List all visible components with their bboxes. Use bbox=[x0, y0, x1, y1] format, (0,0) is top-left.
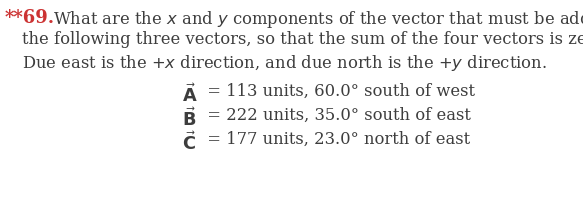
Text: Due east is the $+x$ direction, and due north is the $+y$ direction.: Due east is the $+x$ direction, and due … bbox=[22, 53, 547, 73]
Text: **69.: **69. bbox=[5, 9, 55, 27]
Text: $\vec{\mathbf{B}}$: $\vec{\mathbf{B}}$ bbox=[182, 106, 196, 129]
Text: the following three vectors, so that the sum of the four vectors is zero?: the following three vectors, so that the… bbox=[22, 31, 583, 48]
Text: = 222 units, 35.0° south of east: = 222 units, 35.0° south of east bbox=[202, 106, 471, 123]
Text: What are the $x$ and $y$ components of the vector that must be added to: What are the $x$ and $y$ components of t… bbox=[53, 9, 583, 30]
Text: $\vec{\mathbf{A}}$: $\vec{\mathbf{A}}$ bbox=[182, 83, 198, 105]
Text: = 113 units, 60.0° south of west: = 113 units, 60.0° south of west bbox=[202, 83, 475, 100]
Text: = 177 units, 23.0° north of east: = 177 units, 23.0° north of east bbox=[202, 130, 470, 147]
Text: $\vec{\mathbf{C}}$: $\vec{\mathbf{C}}$ bbox=[182, 130, 196, 153]
